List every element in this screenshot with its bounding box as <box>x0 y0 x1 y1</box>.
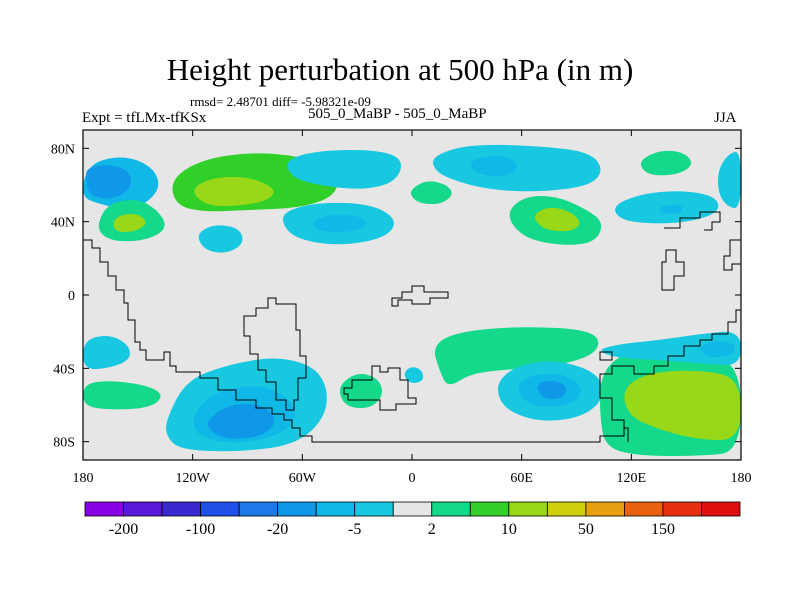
colorbar-swatch <box>315 501 356 517</box>
anomaly-region <box>404 367 424 383</box>
season-label: JJA <box>714 110 737 126</box>
anomaly-region <box>718 151 741 209</box>
colorbar-label: 2 <box>428 521 436 538</box>
y-tick-label: 80S <box>53 436 75 451</box>
y-tick-label: 40N <box>51 216 75 231</box>
x-tick-label: 120E <box>617 471 647 486</box>
colorbar-label: -100 <box>186 521 215 538</box>
anomaly-region <box>194 176 274 206</box>
colorbar-swatch <box>200 501 240 517</box>
colorbar-swatch <box>624 501 664 517</box>
anomaly-region <box>410 181 452 204</box>
colorbar-swatch <box>161 501 201 517</box>
colorbar: -200 -100 -20 -5 2 10 50 150 <box>84 501 741 538</box>
colorbar-label: -20 <box>267 521 288 538</box>
colorbar-label: -5 <box>348 521 361 538</box>
colorbar-swatch <box>392 501 433 517</box>
coastline-africa <box>343 365 417 411</box>
colorbar-swatch <box>585 501 625 517</box>
coastline-americas <box>83 239 625 443</box>
coastline-south-america <box>243 297 307 411</box>
x-tick-label: 60E <box>510 471 533 486</box>
anomaly-region <box>287 150 401 189</box>
colorbar-swatch <box>238 501 279 517</box>
colorbar-swatch <box>431 501 471 517</box>
anomaly-region <box>624 370 741 440</box>
anomaly-region <box>534 207 580 232</box>
colorbar-swatch <box>508 501 548 517</box>
colorbar-label: -200 <box>109 521 138 538</box>
x-tick-label: 180 <box>731 471 752 486</box>
x-tick-label: 120W <box>176 471 211 486</box>
y-tick-label: 0 <box>68 289 75 304</box>
coastline-japan <box>661 249 685 291</box>
colorbar-swatch <box>123 501 163 517</box>
coastline-outlines <box>83 211 741 443</box>
anomaly-region <box>83 381 161 410</box>
y-tick-label: 40S <box>53 362 75 377</box>
x-tick-label: 180 <box>73 471 94 486</box>
x-tick-label: 0 <box>409 471 416 486</box>
model-comparison-label: 505_0_MaBP - 505_0_MaBP <box>308 106 487 122</box>
x-axis: 180 120W 60W 0 60E 120E 180 <box>73 130 752 486</box>
rmsd-diff-stats: rmsd= 2.48701 diff= -5.98321e-09 <box>190 94 371 109</box>
coastline-australia-antarctic <box>599 309 741 442</box>
chart-title: Height perturbation at 500 hPa (in m) <box>166 52 634 87</box>
colorbar-swatch <box>354 501 394 517</box>
anomaly-region <box>470 155 517 176</box>
colorbar-swatch <box>662 501 702 517</box>
y-axis: 80N 40N 0 40S 80S <box>51 142 741 451</box>
coastline-east-asia <box>664 211 721 231</box>
anomaly-region <box>537 381 566 399</box>
anomaly-region <box>313 214 366 232</box>
experiment-label: Expt = tfLMx-tfKSx <box>82 110 207 126</box>
anomaly-region <box>86 165 132 199</box>
colorbar-swatch <box>84 501 124 517</box>
anomaly-region <box>113 214 146 232</box>
colorbar-swatch <box>701 501 741 517</box>
colorbar-label: 10 <box>501 521 517 538</box>
colorbar-swatch <box>469 501 510 517</box>
anomaly-region <box>435 327 599 385</box>
anomaly-region <box>700 341 736 357</box>
x-tick-label: 60W <box>289 471 317 486</box>
anomaly-region <box>83 336 130 370</box>
y-tick-label: 80N <box>51 142 75 157</box>
anomaly-region <box>432 144 601 192</box>
colorbar-swatch <box>277 501 317 517</box>
colorbar-label: 150 <box>651 521 675 538</box>
anomaly-region <box>640 150 692 176</box>
anomaly-region <box>660 204 683 214</box>
coastline-eurasia-north <box>391 285 449 307</box>
colorbar-swatch <box>546 501 587 517</box>
anomaly-region <box>207 404 275 439</box>
anomaly-region <box>198 225 243 253</box>
coastline-indonesia <box>599 351 613 361</box>
coastline-west-pacific <box>723 239 741 271</box>
colorbar-label: 50 <box>578 521 594 538</box>
